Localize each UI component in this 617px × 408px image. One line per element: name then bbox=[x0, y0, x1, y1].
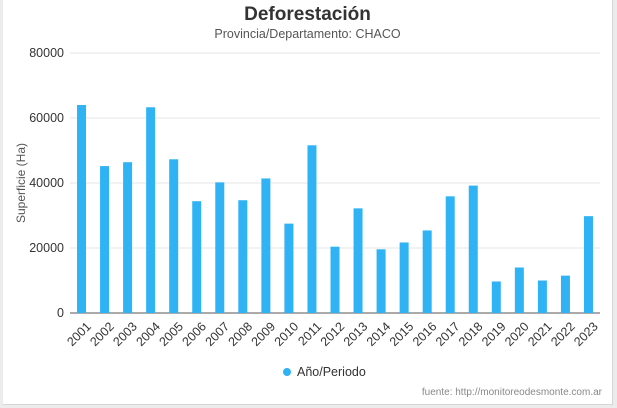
x-tick-label: 2021 bbox=[525, 319, 555, 349]
bar-2021 bbox=[537, 280, 547, 313]
source-credit: fuente: http://monitoreodesmonte.com.ar bbox=[421, 387, 602, 398]
y-tick-label: 20000 bbox=[29, 241, 64, 255]
bar-2013 bbox=[353, 208, 363, 313]
bar-2019 bbox=[491, 281, 501, 313]
bar-2011 bbox=[307, 145, 317, 313]
bar-2006 bbox=[192, 201, 202, 313]
x-tick-label: 2018 bbox=[456, 319, 486, 349]
bar-2005 bbox=[169, 159, 179, 313]
x-tick-label: 2011 bbox=[295, 319, 324, 348]
chart-title: Deforestación bbox=[244, 4, 371, 25]
bar-2007 bbox=[215, 182, 225, 313]
y-tick-label: 40000 bbox=[29, 176, 64, 190]
bar-2001 bbox=[77, 105, 87, 313]
bar-2009 bbox=[261, 178, 271, 313]
bar-2015 bbox=[399, 242, 409, 313]
x-tick-label: 2017 bbox=[433, 319, 463, 349]
chart-card: Deforestación Provincia/Departamento: CH… bbox=[3, 0, 613, 405]
bar-2014 bbox=[376, 249, 386, 313]
legend-label: Año/Periodo bbox=[297, 365, 366, 379]
x-tick-label: 2022 bbox=[548, 319, 578, 349]
x-tick-label: 2003 bbox=[110, 319, 140, 349]
y-tick-label: 80000 bbox=[29, 46, 64, 60]
bar-2016 bbox=[422, 230, 432, 313]
x-tick-label: 2019 bbox=[479, 319, 509, 349]
x-tick-label: 2004 bbox=[133, 319, 163, 349]
x-tick-label: 2002 bbox=[87, 319, 117, 349]
bar-2023 bbox=[583, 216, 593, 313]
x-tick-label: 2023 bbox=[571, 319, 601, 349]
x-tick-label: 2010 bbox=[272, 319, 302, 349]
bar-2017 bbox=[445, 196, 455, 313]
bar-2008 bbox=[238, 200, 248, 313]
y-tick-label: 60000 bbox=[29, 111, 64, 125]
bar-2004 bbox=[146, 107, 156, 314]
bar-chart: 0 20000 40000 60000 80000 Superficie (Ha) 2001… bbox=[14, 46, 601, 379]
x-tick-label: 2014 bbox=[364, 319, 394, 349]
x-tick-label: 2015 bbox=[387, 319, 417, 349]
x-tick-label: 2009 bbox=[249, 319, 279, 349]
x-tick-label: 2001 bbox=[64, 319, 94, 349]
y-tick-label: 0 bbox=[57, 306, 64, 320]
bar-2012 bbox=[330, 246, 340, 313]
x-tick-label: 2006 bbox=[180, 319, 210, 349]
x-tick-label: 2007 bbox=[203, 319, 233, 349]
x-tick-label: 2005 bbox=[156, 319, 186, 349]
bar-2010 bbox=[284, 223, 294, 313]
legend-marker bbox=[283, 368, 291, 376]
bar-2002 bbox=[100, 166, 110, 313]
bar-2003 bbox=[123, 162, 133, 313]
x-tick-label: 2008 bbox=[226, 319, 256, 349]
x-tick-label: 2013 bbox=[341, 319, 371, 349]
bar-2018 bbox=[468, 185, 478, 313]
x-tick-label: 2012 bbox=[318, 319, 348, 349]
chart-subtitle: Provincia/Departamento: CHACO bbox=[214, 27, 401, 41]
bar-2022 bbox=[560, 275, 570, 313]
x-tick-label: 2016 bbox=[410, 319, 440, 349]
x-tick-label: 2020 bbox=[502, 319, 532, 349]
y-axis-label: Superficie (Ha) bbox=[14, 143, 28, 223]
bar-2020 bbox=[514, 267, 524, 313]
